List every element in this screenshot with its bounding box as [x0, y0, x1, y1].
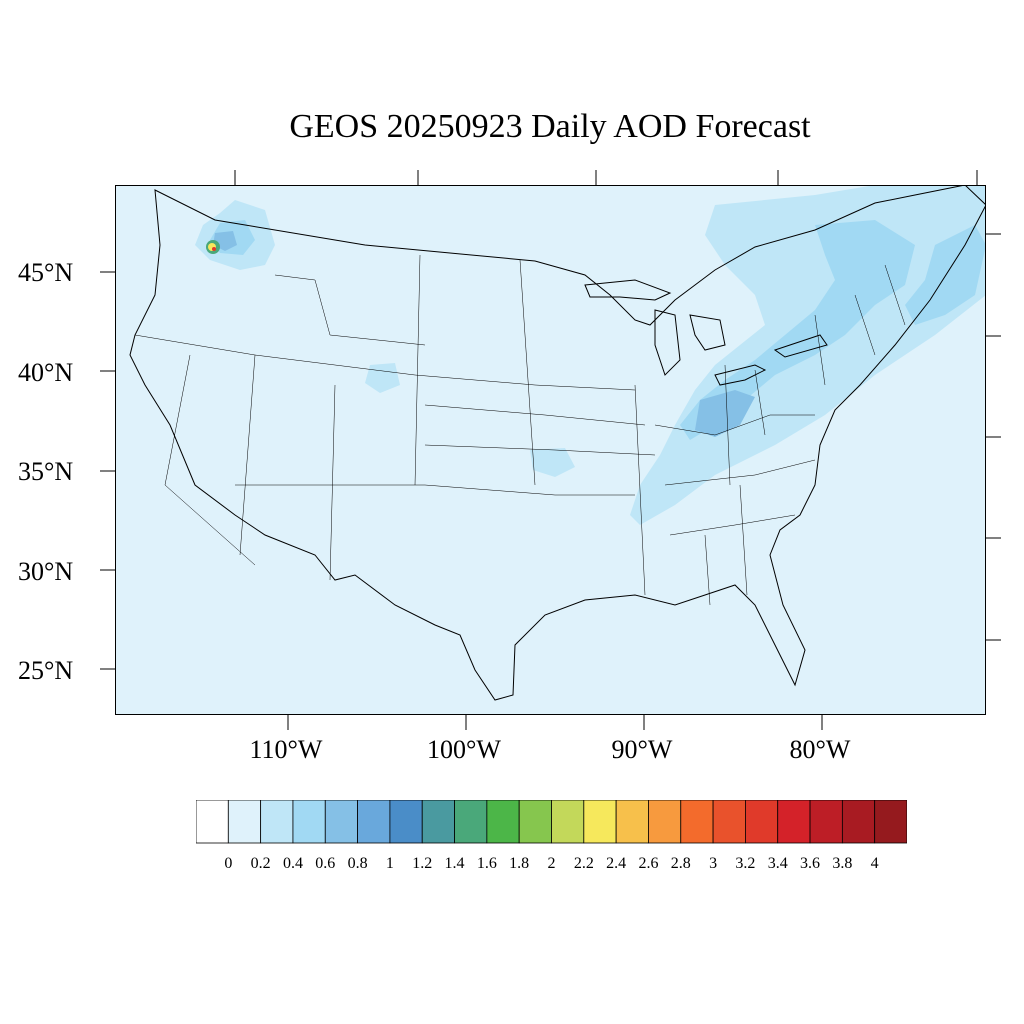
lon-label-100w: 100°W	[427, 735, 501, 764]
colorbar-swatch	[486, 800, 520, 844]
colorbar-tick-label: 3.6	[800, 855, 821, 872]
colorbar-tick-label: 0	[224, 855, 233, 872]
lat-label-35n: 35°N	[18, 457, 74, 486]
colorbar-tick-label: 3.4	[767, 855, 788, 872]
colorbar-swatch	[874, 800, 907, 844]
colorbar-swatch	[196, 800, 229, 844]
colorbar-tick-label: 0.2	[250, 855, 271, 872]
aod-colorbar	[196, 800, 907, 844]
great-lakes	[584, 279, 828, 386]
colorbar-tick-label: 3	[709, 855, 718, 872]
lon-label-90w: 90°W	[611, 735, 673, 764]
colorbar-swatch	[227, 800, 262, 844]
colorbar-tick-label: 4	[870, 855, 879, 872]
colorbar-swatch	[292, 800, 326, 844]
colorbar-swatch	[809, 800, 843, 844]
colorbar-swatch	[421, 800, 455, 844]
colorbar-swatch	[389, 800, 423, 844]
colorbar-swatch	[777, 800, 811, 844]
colorbar-swatch	[551, 800, 585, 844]
colorbar-tick-label: 3.8	[832, 855, 853, 872]
colorbar-tick-label: 2	[547, 855, 556, 872]
colorbar-tick-label: 0.8	[347, 855, 368, 872]
aod-hotspot	[206, 240, 220, 254]
chart-title: GEOS 20250923 Daily AOD Forecast	[289, 108, 811, 145]
colorbar-tick-label: 1.6	[476, 855, 497, 872]
lat-label-40n: 40°N	[18, 358, 74, 387]
colorbar-tick-label: 1.8	[509, 855, 530, 872]
colorbar-swatch	[615, 800, 649, 844]
lat-label-30n: 30°N	[18, 557, 74, 586]
colorbar-swatch	[583, 800, 617, 844]
colorbar-swatch	[260, 800, 294, 844]
lat-label-45n: 45°N	[18, 258, 74, 287]
colorbar-tick-label: 0.4	[282, 855, 303, 872]
colorbar-swatch	[324, 800, 358, 844]
us-outline	[129, 185, 986, 701]
lon-label-110w: 110°W	[249, 735, 323, 764]
colorbar-swatch	[712, 800, 746, 844]
colorbar-tick-label: 1.4	[444, 855, 465, 872]
colorbar-tick-label: 1	[385, 855, 394, 872]
colorbar-tick-label: 1.2	[412, 855, 433, 872]
colorbar-tick-label: 0.6	[315, 855, 336, 872]
colorbar-swatch	[648, 800, 682, 844]
state-borders	[134, 254, 906, 606]
colorbar-swatch	[518, 800, 552, 844]
aod-map	[115, 185, 986, 715]
colorbar-tick-label: 3.2	[735, 855, 756, 872]
map-frame-border	[115, 185, 986, 715]
colorbar-swatch	[680, 800, 714, 844]
colorbar-swatch	[454, 800, 488, 844]
colorbar-swatch	[841, 800, 876, 844]
colorbar-tick-label: 2.2	[573, 855, 594, 872]
colorbar-tick-label: 2.8	[670, 855, 691, 872]
colorbar-tick-label: 2.6	[638, 855, 659, 872]
colorbar-tick-label: 2.4	[606, 855, 627, 872]
colorbar-swatch	[745, 800, 779, 844]
lon-label-80w: 80°W	[789, 735, 851, 764]
colorbar-swatch	[357, 800, 391, 844]
lat-label-25n: 25°N	[18, 656, 74, 685]
